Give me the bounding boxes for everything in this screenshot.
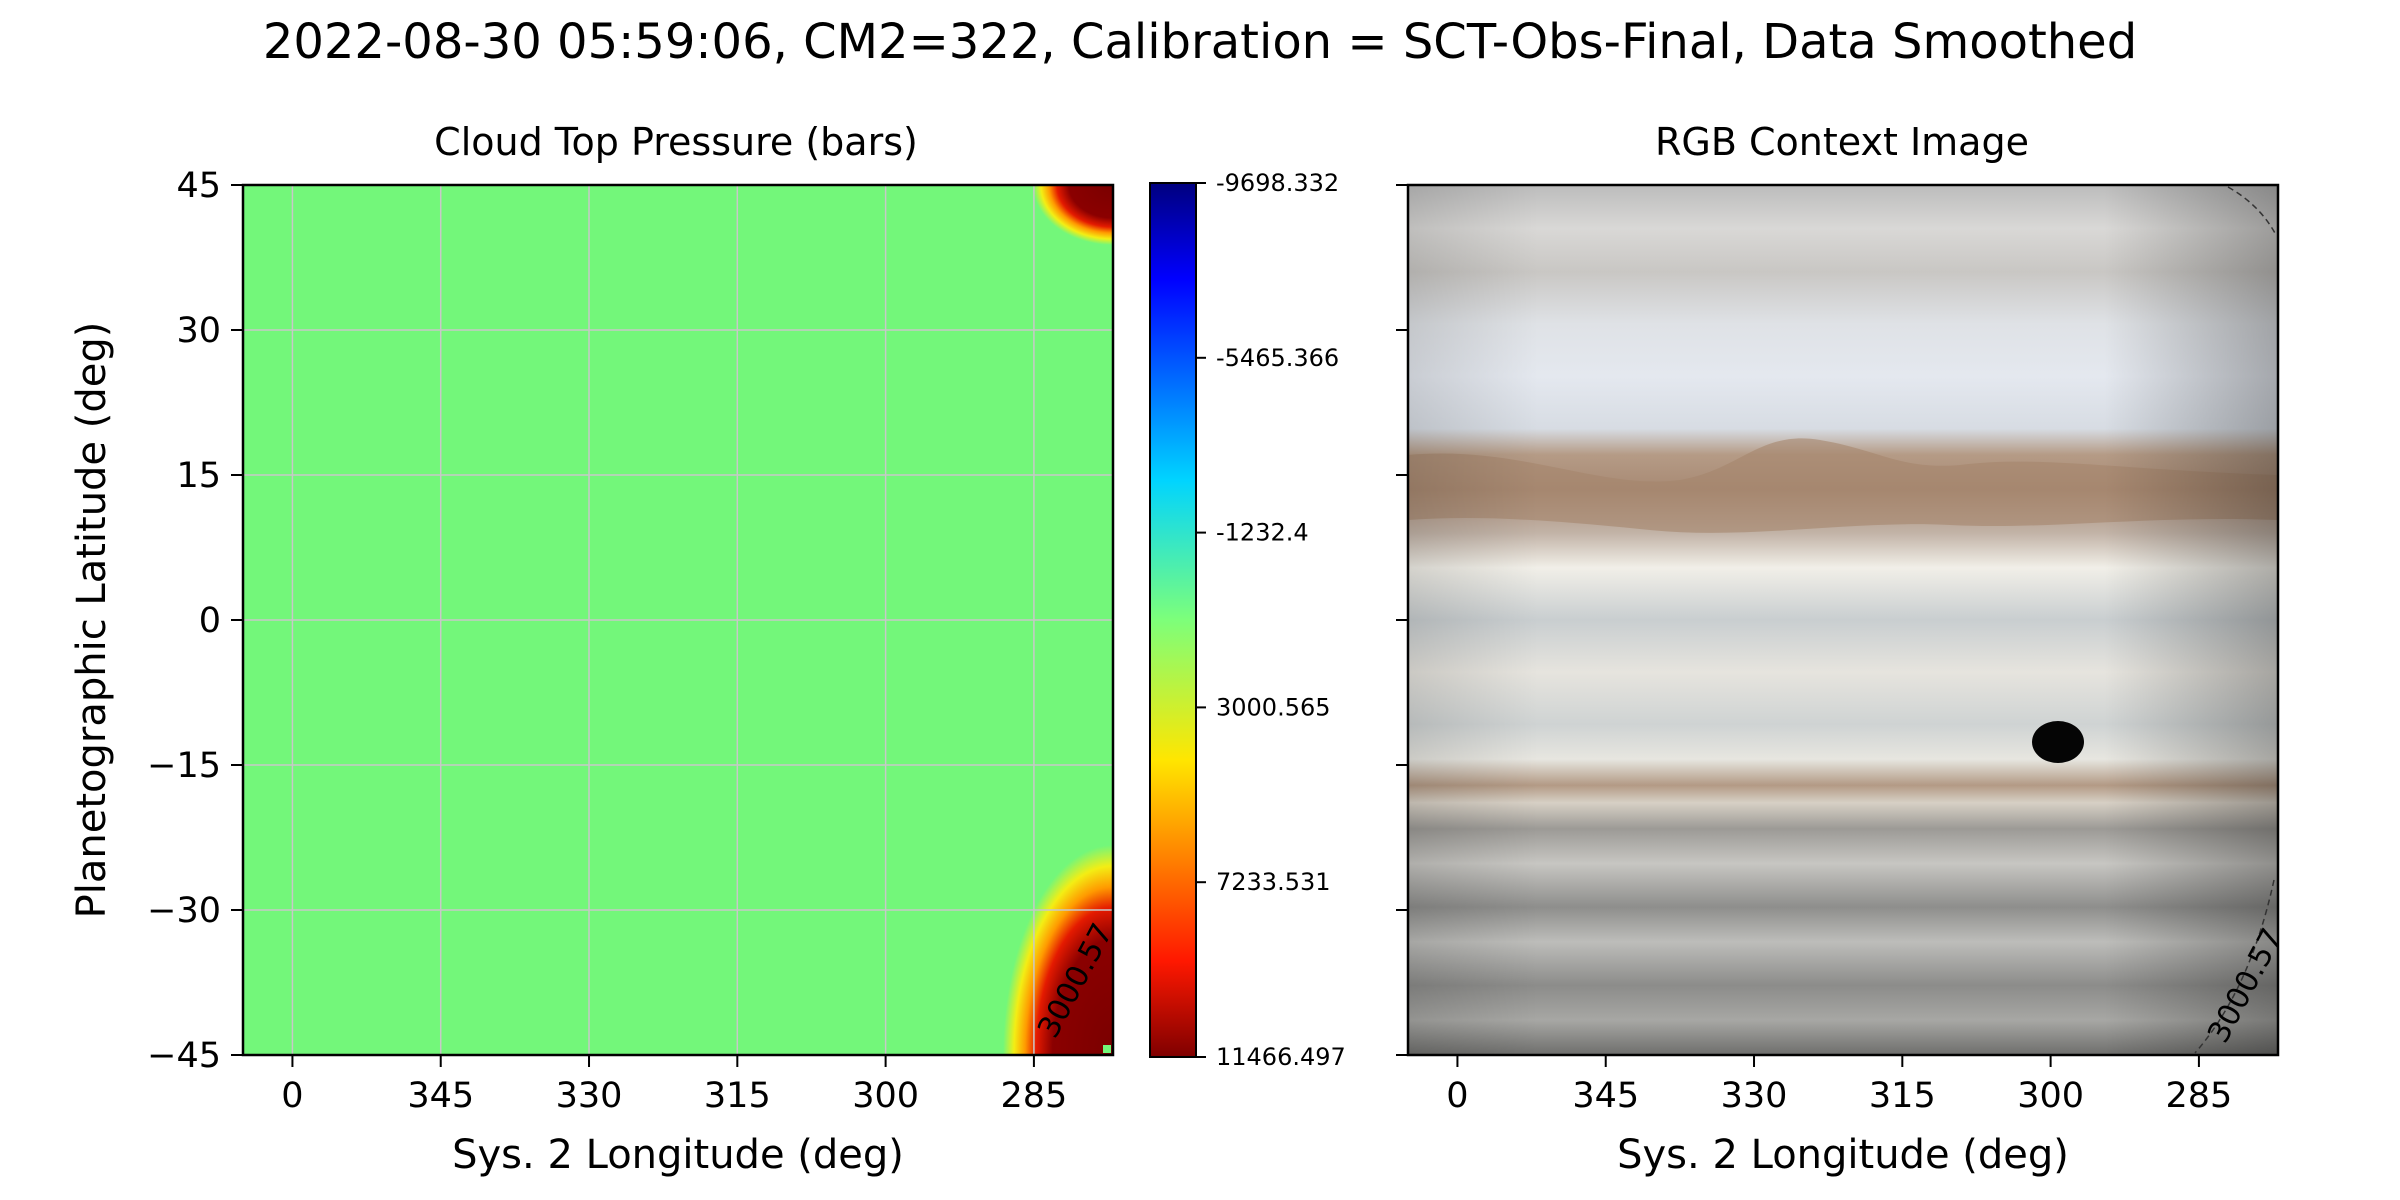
rgb-panel: RGB Context Image 3000.57 0 345 330 315 300 2… bbox=[1396, 120, 2290, 1178]
x-tick-label: 0 bbox=[281, 1076, 303, 1116]
pressure-panel-title: Cloud Top Pressure (bars) bbox=[434, 120, 918, 164]
pressure-panel: Cloud Top Pressure (bars) 3000.57 0 345 33… bbox=[69, 120, 1120, 1178]
y-tick-label: 15 bbox=[176, 456, 221, 496]
y-tick-label: 30 bbox=[176, 311, 221, 351]
colorbar: -9698.332 -5465.366 -1232.4 3000.565 7233.53… bbox=[1149, 169, 1346, 1071]
colorbar-tick-label: -5465.366 bbox=[1216, 344, 1339, 372]
x-tick-label: 315 bbox=[704, 1076, 771, 1116]
x-tick-label: 0 bbox=[1446, 1076, 1468, 1116]
y-tick-label: −30 bbox=[147, 891, 221, 931]
y-tick-label: 0 bbox=[199, 601, 221, 641]
y-tick-label: −45 bbox=[147, 1036, 221, 1076]
rgb-y-axis bbox=[1396, 184, 1408, 1056]
pressure-y-axis: 45 30 15 0 −15 −30 −45 bbox=[147, 166, 243, 1076]
colorbar-gradient bbox=[1149, 182, 1197, 1058]
y-tick-label: −15 bbox=[147, 746, 221, 786]
x-tick-label: 345 bbox=[407, 1076, 474, 1116]
x-tick-label: 315 bbox=[1869, 1076, 1936, 1116]
colorbar-tick-label: -9698.332 bbox=[1216, 169, 1339, 197]
rgb-limb-contour-bottom bbox=[2194, 879, 2275, 1054]
pressure-limb-top bbox=[1033, 185, 1113, 245]
x-tick-label: 300 bbox=[852, 1076, 919, 1116]
x-tick-label: 345 bbox=[1572, 1076, 1639, 1116]
rgb-image-vignette bbox=[1408, 185, 2278, 1055]
x-tick-label: 300 bbox=[2017, 1076, 2084, 1116]
figure-title: 2022-08-30 05:59:06, CM2=322, Calibratio… bbox=[263, 14, 2137, 70]
pressure-y-axis-label: Planetographic Latitude (deg) bbox=[69, 322, 115, 919]
rgb-x-axis-label: Sys. 2 Longitude (deg) bbox=[1617, 1132, 2069, 1178]
x-tick-label: 285 bbox=[1001, 1076, 1068, 1116]
colorbar-tick-label: 7233.531 bbox=[1216, 868, 1331, 896]
pressure-x-axis-label: Sys. 2 Longitude (deg) bbox=[452, 1132, 904, 1178]
x-tick-label: 330 bbox=[556, 1076, 623, 1116]
y-tick-label: 45 bbox=[176, 166, 221, 206]
pressure-limb-bottom bbox=[1003, 845, 1113, 1055]
colorbar-tick-label: 3000.565 bbox=[1216, 693, 1331, 721]
rgb-limb-contour-top bbox=[2227, 186, 2277, 236]
pressure-x-axis: 0 345 330 315 300 285 bbox=[281, 1055, 1067, 1116]
colorbar-ticks: -9698.332 -5465.366 -1232.4 3000.565 7233.53… bbox=[1196, 169, 1346, 1071]
rgb-x-axis: 0 345 330 315 300 285 bbox=[1446, 1055, 2232, 1116]
pressure-edge-pixel bbox=[1103, 1045, 1111, 1053]
pressure-gridlines bbox=[243, 185, 1113, 1055]
rgb-panel-title: RGB Context Image bbox=[1655, 120, 2029, 164]
x-tick-label: 330 bbox=[1721, 1076, 1788, 1116]
colorbar-tick-label: 11466.497 bbox=[1216, 1043, 1346, 1071]
x-tick-label: 285 bbox=[2166, 1076, 2233, 1116]
colorbar-tick-label: -1232.4 bbox=[1216, 519, 1309, 547]
